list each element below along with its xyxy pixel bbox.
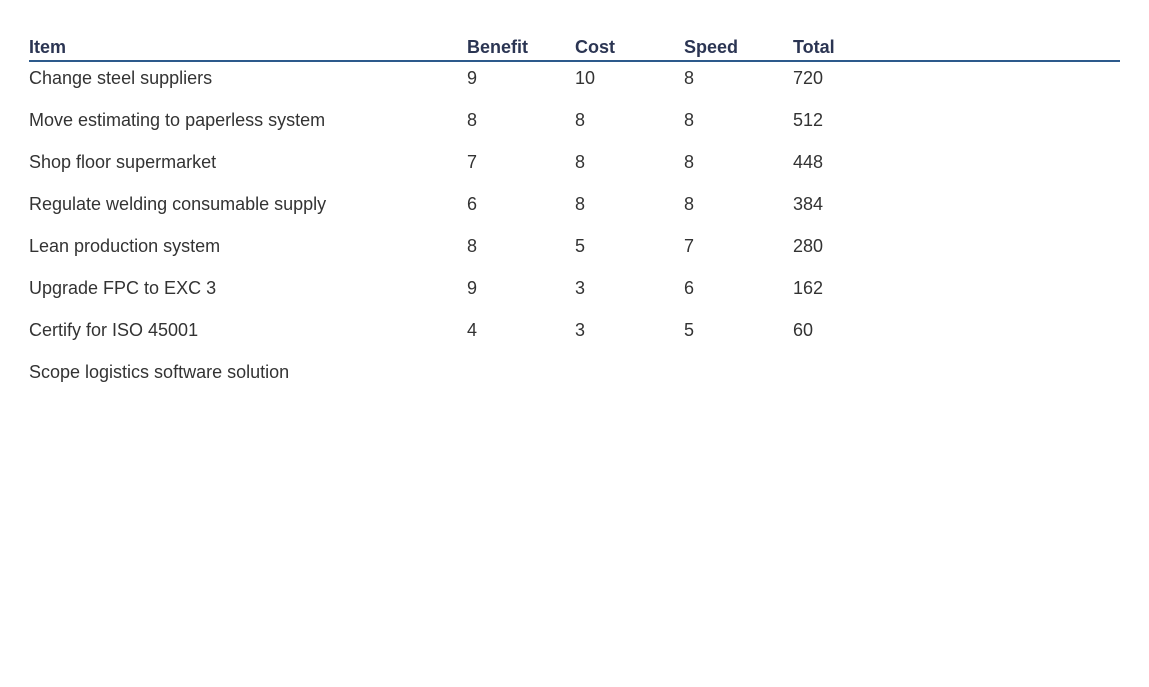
cell-benefit: 7 <box>467 152 478 172</box>
table-row[interactable]: Certify for ISO 45001 4 3 5 60 <box>29 314 1120 356</box>
cell-total: 720 <box>793 68 824 88</box>
cell-item: Move estimating to paperless system <box>29 110 326 130</box>
table-row[interactable]: Move estimating to paperless system 8 8 … <box>29 104 1120 146</box>
table-row[interactable]: Change steel suppliers 9 10 8 720 <box>29 62 1120 104</box>
table-row[interactable]: Scope logistics software solution <box>29 356 1120 398</box>
table-row[interactable]: Upgrade FPC to EXC 3 9 3 6 162 <box>29 272 1120 314</box>
cell-item: Certify for ISO 45001 <box>29 320 199 340</box>
cell-cost: 8 <box>575 110 586 130</box>
cell-item: Upgrade FPC to EXC 3 <box>29 278 217 298</box>
cell-benefit: 9 <box>467 68 478 88</box>
table-header: Item Benefit Cost Speed Total <box>29 36 1120 62</box>
cell-speed: 7 <box>684 236 695 256</box>
cell-total: 512 <box>793 110 824 130</box>
cell-benefit: 8 <box>467 236 478 256</box>
cell-benefit: 4 <box>467 320 478 340</box>
cell-speed: 8 <box>684 152 695 172</box>
table-row[interactable]: Regulate welding consumable supply 6 8 8… <box>29 188 1120 230</box>
table-row[interactable]: Lean production system 8 5 7 280 <box>29 230 1120 272</box>
priority-table: Item Benefit Cost Speed Total Change ste… <box>29 36 1120 398</box>
cell-speed: 6 <box>684 278 695 298</box>
cell-total: 384 <box>793 194 824 214</box>
cell-cost: 5 <box>575 236 586 256</box>
cell-item: Regulate welding consumable supply <box>29 194 327 214</box>
cell-speed: 8 <box>684 110 695 130</box>
cell-speed: 8 <box>684 194 695 214</box>
cell-total: 280 <box>793 236 824 256</box>
header-total[interactable]: Total <box>793 37 835 57</box>
cell-benefit: 8 <box>467 110 478 130</box>
cell-cost: 8 <box>575 194 586 214</box>
cell-item: Scope logistics software solution <box>29 362 290 382</box>
header-cost[interactable]: Cost <box>575 37 615 57</box>
cell-item: Shop floor supermarket <box>29 152 217 172</box>
cell-total: 162 <box>793 278 824 298</box>
cell-cost: 10 <box>575 68 596 88</box>
cell-speed: 8 <box>684 68 695 88</box>
cell-item: Lean production system <box>29 236 221 256</box>
header-item[interactable]: Item <box>29 37 67 57</box>
cell-total: 60 <box>793 320 814 340</box>
cell-cost: 8 <box>575 152 586 172</box>
cell-total: 448 <box>793 152 824 172</box>
cell-cost: 3 <box>575 278 586 298</box>
cell-benefit: 9 <box>467 278 478 298</box>
cell-cost: 3 <box>575 320 586 340</box>
cell-benefit: 6 <box>467 194 478 214</box>
header-benefit[interactable]: Benefit <box>467 37 529 57</box>
cell-item: Change steel suppliers <box>29 68 213 88</box>
table-row[interactable]: Shop floor supermarket 7 8 8 448 <box>29 146 1120 188</box>
header-speed[interactable]: Speed <box>684 37 739 57</box>
cell-speed: 5 <box>684 320 695 340</box>
